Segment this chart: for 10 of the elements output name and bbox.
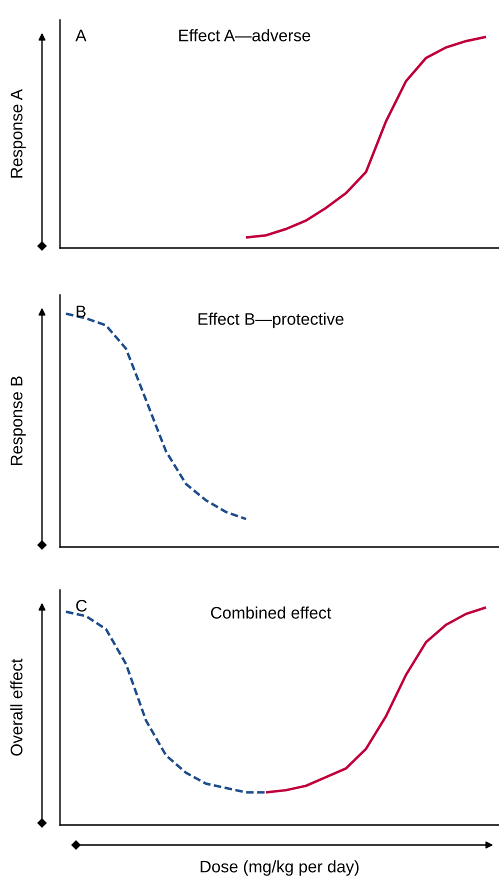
y-axis-title: Overall effect: [10, 658, 22, 756]
x-axis-title: Dose (mg/kg per day): [200, 860, 359, 876]
y-axis-title: Response B: [10, 376, 26, 466]
y-axis-title: Response A: [10, 89, 26, 178]
annotation: C: [76, 600, 87, 612]
chart-title: Effect B—protective: [198, 312, 344, 328]
chart-title: Combined effect: [211, 606, 332, 619]
annotation: A: [75, 30, 86, 42]
annotation: B: [76, 306, 86, 318]
chart-title: Effect A—adverse: [179, 29, 310, 42]
